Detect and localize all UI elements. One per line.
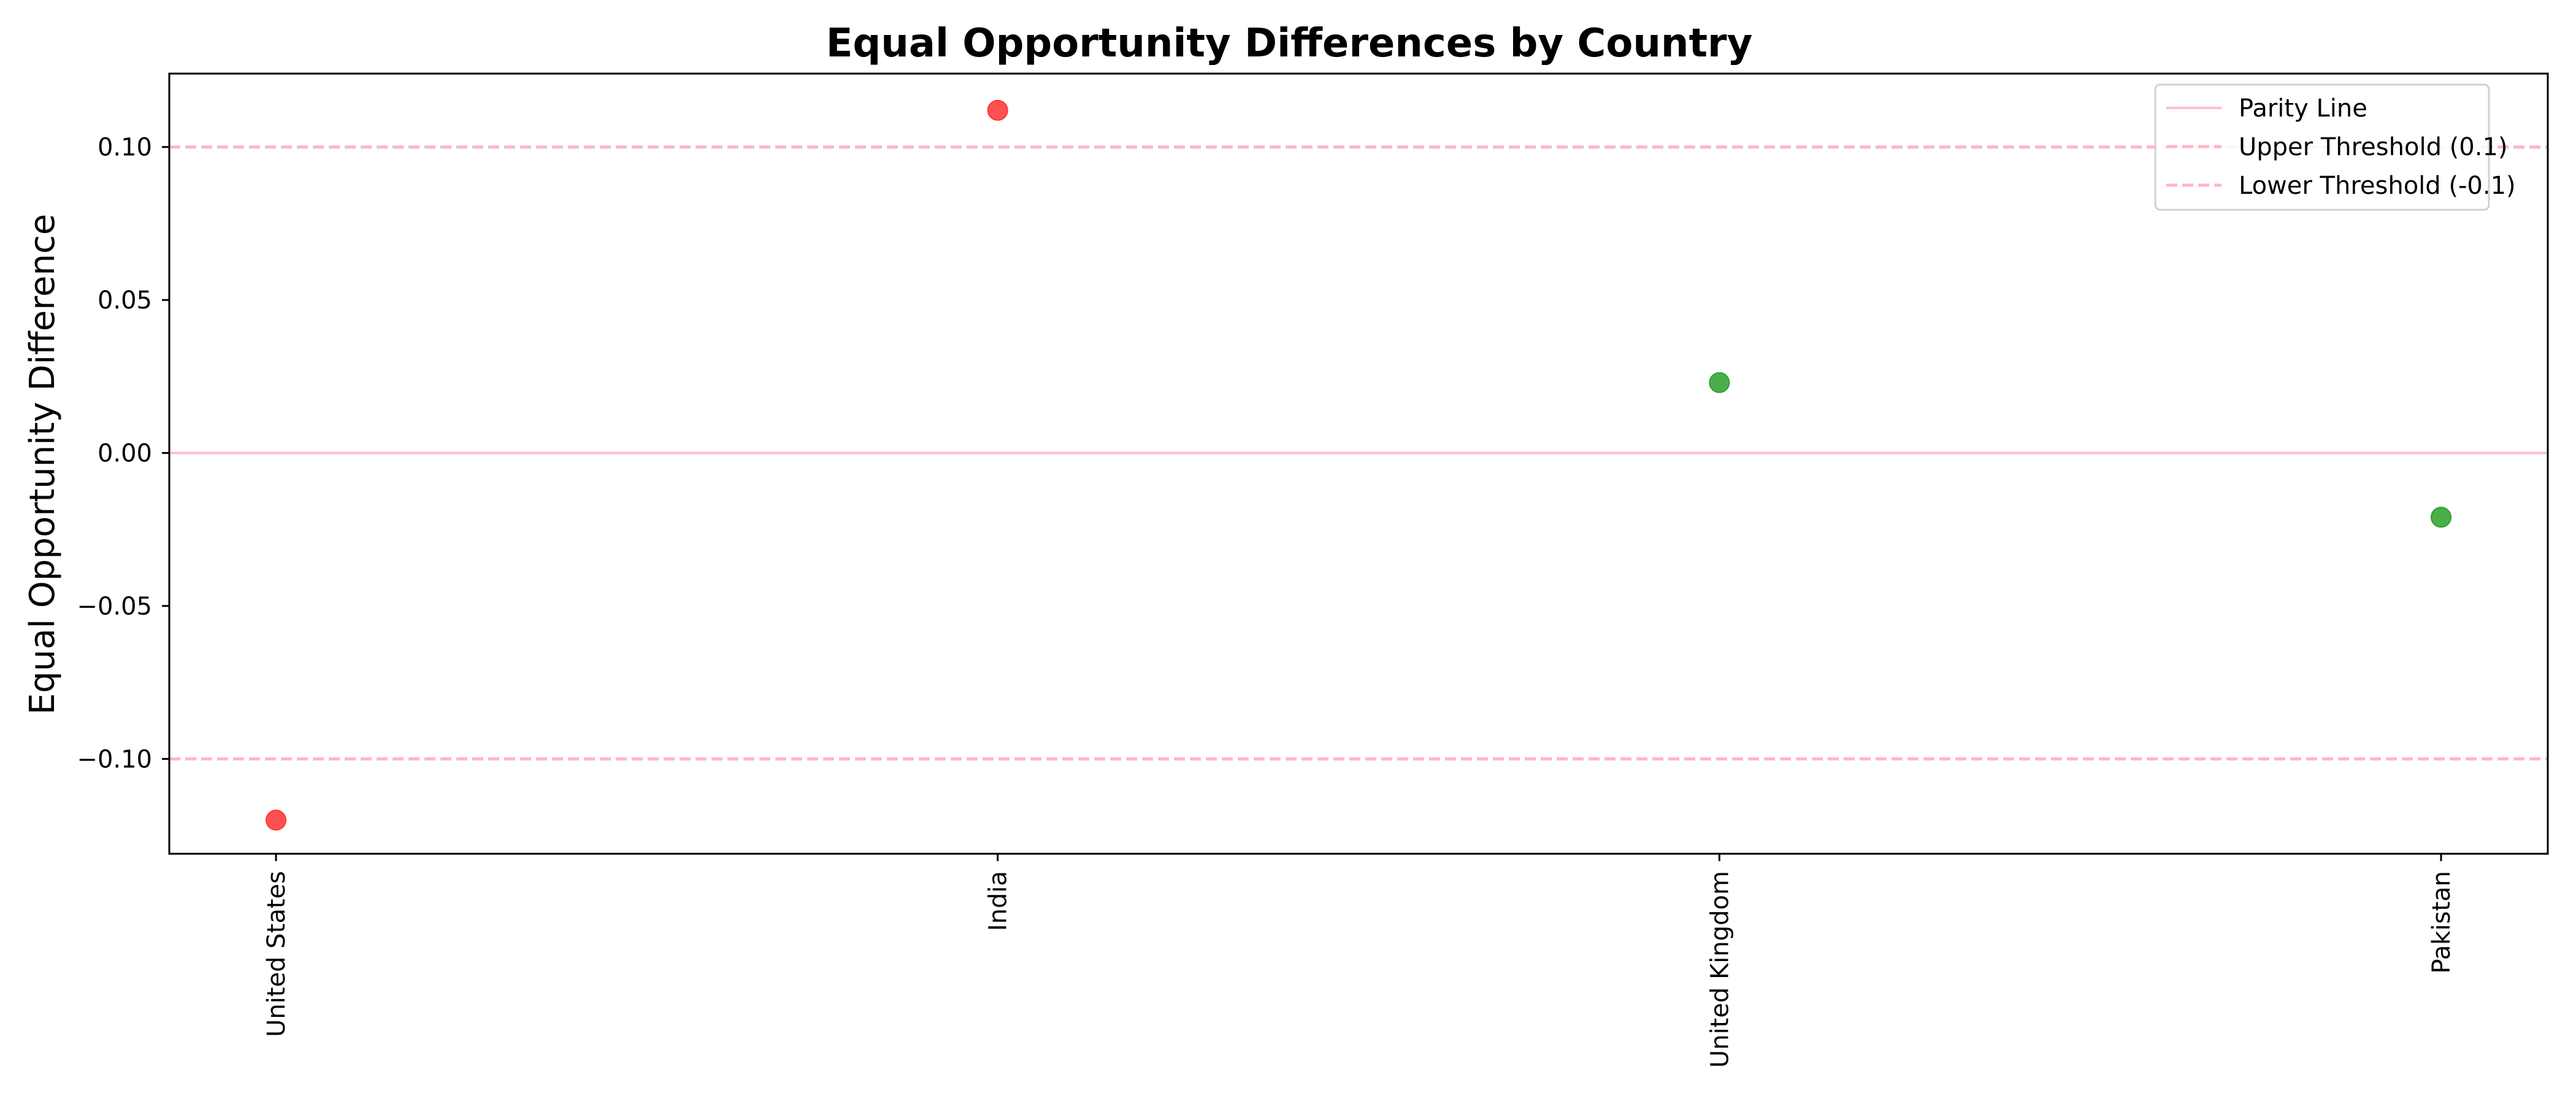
y-tick-label: 0.10 [98, 134, 152, 162]
legend-label-lower-threshold: Lower Threshold (-0.1) [2239, 172, 2516, 200]
y-tick-label: −0.10 [77, 745, 152, 773]
chart-title: Equal Opportunity Differences by Country [826, 21, 1753, 66]
y-tick-label: 0.05 [98, 286, 152, 315]
x-tick-label: India [984, 871, 1013, 931]
data-point [266, 810, 286, 831]
data-points [266, 99, 2451, 831]
x-axis-ticks: United States India United Kingdom Pakistan [263, 854, 2456, 1068]
legend-label-upper-threshold: Upper Threshold (0.1) [2239, 133, 2508, 161]
y-axis-ticks: −0.10 −0.05 0.00 0.05 0.10 [77, 134, 169, 773]
data-point [2431, 507, 2451, 528]
y-tick-label: 0.00 [98, 440, 152, 468]
reference-lines [169, 145, 2548, 761]
plot-area-frame [168, 72, 2549, 855]
x-tick-label: United Kingdom [1706, 871, 1734, 1068]
data-point [987, 99, 1008, 121]
y-axis-label: Equal Opportunity Difference [23, 214, 63, 715]
legend-label-parity-line: Parity Line [2239, 94, 2367, 123]
legend: Parity Line Upper Threshold (0.1) Lower … [2154, 83, 2516, 211]
x-tick-label: Pakistan [2428, 871, 2456, 974]
data-point [1709, 372, 1730, 393]
y-tick-label: −0.05 [77, 592, 152, 621]
legend-frame [2154, 83, 2490, 211]
x-tick-label: United States [263, 871, 291, 1037]
